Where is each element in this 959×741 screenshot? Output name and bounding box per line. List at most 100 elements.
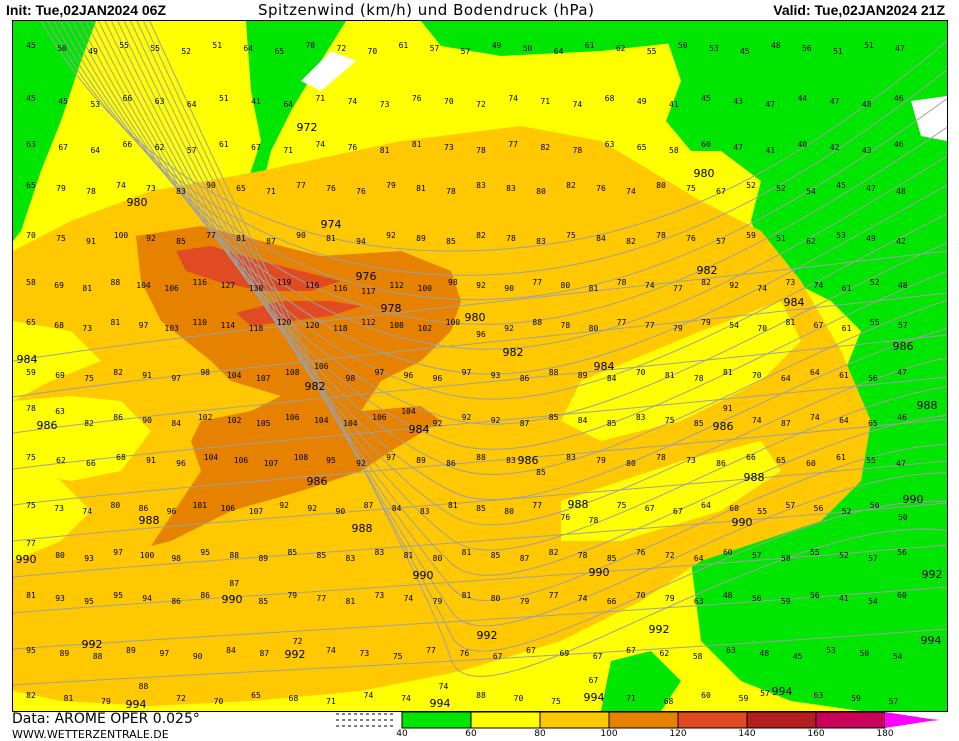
wind-gust-value: 75 <box>84 374 94 383</box>
wind-gust-value: 72 <box>293 637 303 646</box>
wind-gust-value: 82 <box>113 368 123 377</box>
isobar-label: 992 <box>922 568 943 581</box>
isobar-label: 986 <box>37 419 58 432</box>
wind-gust-value: 73 <box>360 649 370 658</box>
wind-gust-value: 86 <box>200 591 210 600</box>
wind-gust-value: 85 <box>607 419 617 428</box>
isobar-line <box>13 460 947 542</box>
legend-swatch <box>539 711 610 729</box>
wind-gust-value: 51 <box>864 41 874 50</box>
wind-gust-value: 60 <box>897 591 907 600</box>
wind-gust-value: 52 <box>776 184 786 193</box>
isobar-line <box>130 21 947 601</box>
wind-gust-value: 94 <box>356 237 366 246</box>
wind-gust-value: 53 <box>836 231 846 240</box>
wind-gust-value: 45 <box>701 94 711 103</box>
wind-gust-value: 72 <box>337 44 347 53</box>
wind-gust-value: 104 <box>204 453 219 462</box>
wind-gust-value: 75 <box>686 184 696 193</box>
isobar-label: 982 <box>697 264 718 277</box>
wind-gust-value: 81 <box>82 284 92 293</box>
wind-gust-value: 50 <box>678 41 688 50</box>
wind-gust-value: 65 <box>236 184 246 193</box>
wind-gust-value: 95 <box>113 591 123 600</box>
wind-gust-value: 98 <box>448 278 458 287</box>
wind-gust-value: 88 <box>229 551 239 560</box>
isobar-label: 988 <box>744 471 765 484</box>
wind-gust-value: 85 <box>287 548 297 557</box>
wind-gust-value: 116 <box>305 281 320 290</box>
legend-tick-label: 120 <box>669 729 687 739</box>
wind-gust-value: 62 <box>56 456 66 465</box>
wind-gust-value: 57 <box>430 44 440 53</box>
wind-gust-value: 88 <box>532 318 542 327</box>
wind-gust-value: 83 <box>375 548 385 557</box>
wind-gust-value: 56 <box>814 504 824 513</box>
isobar-line <box>136 21 947 627</box>
isobar-label: 986 <box>893 340 914 353</box>
legend-swatch <box>608 711 679 729</box>
wind-gust-value: 77 <box>296 181 306 190</box>
wind-gust-value: 87 <box>781 419 791 428</box>
wind-gust-value: 53 <box>826 646 836 655</box>
wind-gust-value: 82 <box>540 143 550 152</box>
wind-gust-value: 93 <box>55 594 65 603</box>
wind-gust-value: 101 <box>193 501 208 510</box>
wind-gust-value: 41 <box>251 97 261 106</box>
wind-gust-value: 78 <box>656 453 666 462</box>
wind-gust-value: 60 <box>701 140 711 149</box>
wind-gust-value: 63 <box>155 97 165 106</box>
wind-gust-value: 49 <box>637 97 647 106</box>
isobar-line <box>13 250 947 362</box>
wind-gust-value: 50 <box>898 513 908 522</box>
wind-gust-value: 46 <box>897 413 907 422</box>
wind-gust-value: 66 <box>746 453 756 462</box>
wind-gust-value: 81 <box>462 591 472 600</box>
wind-gust-value: 62 <box>155 143 165 152</box>
wind-gust-value: 97 <box>113 548 123 557</box>
wind-gust-value: 65 <box>26 181 36 190</box>
wind-gust-value: 78 <box>86 187 96 196</box>
isobar-line <box>13 628 947 686</box>
isobar-line <box>78 21 947 400</box>
wind-gust-value: 50 <box>870 501 880 510</box>
wind-gust-value: 45 <box>793 652 803 661</box>
wind-gust-value: 82 <box>476 231 486 240</box>
wind-gust-value: 79 <box>665 594 675 603</box>
wind-gust-value: 92 <box>356 459 366 468</box>
wind-gust-value: 82 <box>549 548 559 557</box>
wind-gust-value: 81 <box>462 548 472 557</box>
wind-gust-value: 77 <box>617 318 627 327</box>
wind-gust-value: 66 <box>123 140 133 149</box>
isobar-label: 994 <box>584 691 605 704</box>
wind-gust-value: 70 <box>636 591 646 600</box>
wind-gust-value: 91 <box>723 404 733 413</box>
wind-gust-value: 78 <box>573 146 583 155</box>
isobar-label: 988 <box>917 399 938 412</box>
wind-gust-value: 79 <box>673 324 683 333</box>
wind-gust-value: 53 <box>709 44 719 53</box>
wind-gust-value: 77 <box>26 539 36 548</box>
wind-gust-value: 77 <box>549 591 559 600</box>
wind-gust-value: 67 <box>251 143 261 152</box>
wind-gust-value: 92 <box>476 281 486 290</box>
wind-gust-value: 93 <box>84 554 94 563</box>
wind-gust-value: 104 <box>136 281 151 290</box>
wind-gust-value: 95 <box>84 597 94 606</box>
wind-gust-value: 100 <box>114 231 129 240</box>
wind-gust-value: 81 <box>346 597 356 606</box>
wind-gust-value: 62 <box>806 237 816 246</box>
wind-gust-value: 102 <box>418 324 433 333</box>
wind-gust-value: 49 <box>866 234 876 243</box>
wind-gust-value: 74 <box>315 140 325 149</box>
wind-gust-value: 70 <box>752 371 762 380</box>
wind-40-60-northwest <box>13 21 96 241</box>
wind-gust-value: 79 <box>101 697 111 706</box>
wind-gust-value: 60 <box>729 504 739 513</box>
wind-gust-value: 62 <box>660 649 670 658</box>
wind-gust-value: 74 <box>814 281 824 290</box>
isobar-label: 994 <box>772 685 793 698</box>
wind-gust-value: 118 <box>249 324 264 333</box>
wind-gust-value: 77 <box>645 321 655 330</box>
wind-gust-value: 76 <box>412 94 422 103</box>
